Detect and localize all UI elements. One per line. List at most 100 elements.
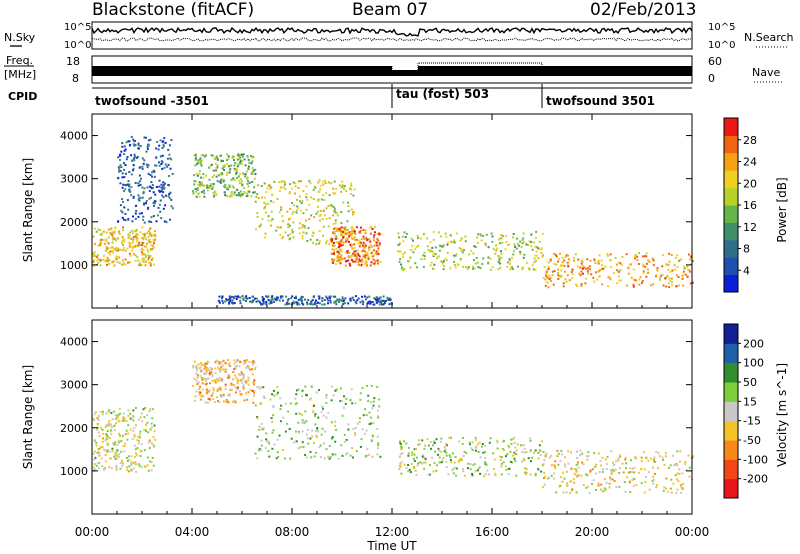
data-point: [512, 438, 514, 441]
data-point: [163, 166, 166, 169]
data-point: [118, 166, 121, 168]
data-point: [368, 238, 371, 241]
data-point: [115, 414, 118, 417]
data-point: [271, 393, 274, 396]
data-point: [340, 444, 343, 447]
data-point: [252, 401, 255, 404]
data-point: [688, 475, 691, 478]
data-point: [364, 229, 367, 232]
data-point: [100, 238, 103, 241]
data-point: [208, 398, 211, 401]
data-point: [478, 467, 481, 470]
data-point: [321, 299, 324, 302]
data-point: [350, 388, 353, 391]
data-point: [620, 263, 623, 266]
data-point: [127, 470, 130, 473]
data-point: [246, 156, 249, 159]
data-point: [148, 261, 151, 264]
data-point: [483, 475, 486, 477]
data-point: [215, 167, 218, 170]
data-point: [333, 300, 336, 303]
data-point: [335, 299, 338, 302]
data-point: [520, 245, 523, 248]
data-point: [295, 393, 298, 396]
data-point: [311, 429, 313, 432]
data-point: [361, 258, 364, 261]
data-point: [116, 449, 119, 452]
data-point: [400, 461, 403, 464]
data-point: [319, 213, 322, 216]
data-point: [223, 300, 226, 303]
data-point: [613, 470, 616, 473]
data-point: [140, 443, 143, 446]
data-point: [331, 239, 333, 242]
data-point: [121, 461, 124, 464]
data-point: [212, 387, 215, 390]
data-point: [474, 470, 477, 473]
data-point: [132, 409, 135, 412]
data-point: [262, 298, 265, 300]
data-point: [563, 265, 566, 267]
data-point: [334, 295, 337, 298]
data-point: [619, 269, 622, 272]
data-point: [276, 386, 279, 389]
data-point: [647, 459, 650, 462]
data-point: [263, 397, 266, 400]
data-point: [586, 267, 589, 270]
data-point: [198, 170, 201, 172]
data-point: [474, 245, 477, 248]
data-point: [238, 154, 241, 157]
data-point: [324, 214, 327, 217]
y-tick-label: 3000: [60, 379, 88, 392]
data-point: [410, 249, 413, 251]
data-point: [427, 248, 430, 251]
data-point: [234, 169, 237, 172]
data-point: [239, 193, 242, 196]
data-point: [502, 449, 505, 452]
data-point: [377, 444, 379, 447]
data-point: [194, 158, 197, 161]
data-point: [477, 233, 480, 236]
data-point: [370, 401, 373, 404]
data-point: [643, 468, 646, 471]
data-point: [104, 466, 106, 469]
data-point: [137, 418, 140, 421]
data-point: [664, 277, 667, 280]
data-point: [265, 301, 268, 303]
data-point: [195, 195, 198, 198]
y-tick-label: 2000: [60, 422, 88, 435]
data-point: [689, 258, 692, 261]
data-point: [213, 379, 216, 382]
data-point: [471, 464, 474, 466]
data-point: [306, 303, 309, 306]
data-point: [228, 186, 231, 188]
data-point: [377, 447, 379, 450]
data-point: [202, 176, 205, 179]
data-point: [106, 442, 109, 445]
data-point: [438, 449, 441, 452]
data-point: [378, 398, 381, 401]
data-point: [297, 388, 300, 391]
data-point: [689, 282, 692, 285]
data-point: [114, 256, 117, 259]
colorbar-swatch: [724, 257, 738, 276]
data-point: [224, 385, 227, 388]
data-point: [357, 260, 360, 263]
data-point: [658, 455, 661, 458]
data-point: [375, 301, 378, 304]
data-point: [325, 207, 328, 210]
data-point: [124, 188, 127, 191]
data-point: [339, 248, 342, 251]
data-point: [340, 190, 343, 193]
data-point: [627, 266, 630, 269]
data-point: [127, 261, 129, 264]
data-point: [146, 464, 149, 467]
data-point: [150, 249, 153, 252]
data-point: [576, 285, 579, 287]
data-point: [217, 380, 220, 382]
data-point: [314, 430, 317, 433]
data-point: [415, 473, 418, 476]
data-point: [192, 366, 195, 369]
data-point: [205, 371, 208, 374]
data-point: [538, 240, 541, 243]
